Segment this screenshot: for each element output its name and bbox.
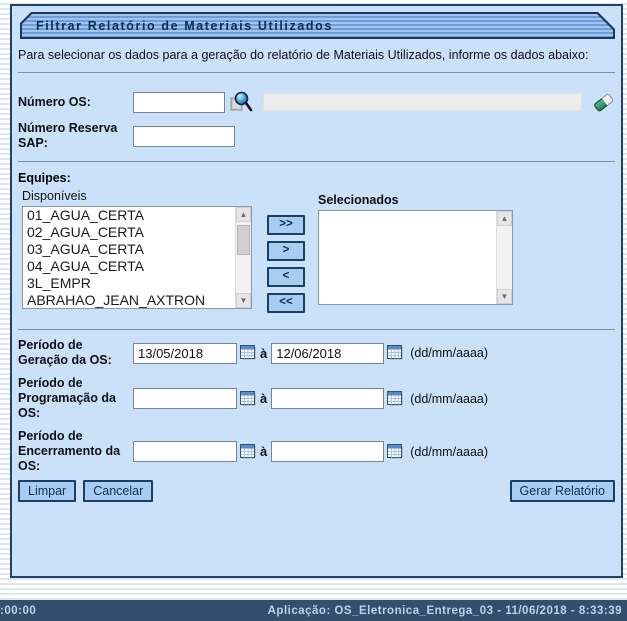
panel-titlebar: Filtrar Relatório de Materiais Utilizado…	[20, 12, 615, 39]
add-all-button[interactable]: >>	[267, 215, 305, 235]
geracao-from-input[interactable]	[133, 342, 237, 364]
range-separator: à	[260, 345, 268, 361]
calendar-icon	[240, 345, 257, 361]
search-icon	[228, 90, 253, 114]
limpar-button[interactable]: Limpar	[18, 480, 77, 502]
scroll-down-icon[interactable]: ▼	[236, 293, 251, 308]
eraser-icon	[592, 91, 615, 114]
programacao-to-calendar-button[interactable]	[387, 390, 404, 407]
separator	[18, 161, 615, 162]
equipes-label: Equipes:	[18, 171, 71, 185]
numero-os-input[interactable]	[133, 91, 225, 113]
range-separator: à	[260, 391, 268, 406]
scrollbar-thumb[interactable]	[237, 225, 250, 255]
scroll-up-icon[interactable]: ▲	[236, 207, 251, 222]
periodo-encerramento-label: Período de Encerramento da OS:	[18, 429, 121, 473]
calendar-icon	[240, 390, 257, 407]
numero-os-row: Número OS:	[16, 90, 617, 114]
encerramento-from-input[interactable]	[133, 441, 237, 462]
selecionados-listbox[interactable]: ▲ ▼	[318, 210, 513, 305]
status-application-info: Aplicação: OS_Eletronica_Entrega_03 - 11…	[267, 604, 622, 617]
selecionados-label: Selecionados	[318, 193, 399, 207]
date-format-hint: (dd/mm/aaaa)	[410, 346, 489, 360]
disponiveis-label: Disponíveis	[22, 189, 87, 203]
transfer-buttons: >> > < <<	[267, 215, 305, 313]
separator	[18, 329, 615, 330]
encerramento-to-calendar-button[interactable]	[387, 443, 404, 460]
date-format-hint: (dd/mm/aaaa)	[410, 444, 489, 459]
titlebar-stripes: Filtrar Relatório de Materiais Utilizado…	[22, 14, 613, 37]
equipes-row: Disponíveis 01_AGUA_CERTA 02_AGUA_CERTA …	[22, 189, 617, 313]
periodo-encerramento-row: Período de Encerramento da OS: à	[18, 429, 617, 474]
filter-panel: Filtrar Relatório de Materiais Utilizado…	[10, 4, 623, 578]
geracao-from-calendar-button[interactable]	[240, 345, 257, 361]
encerramento-to-input[interactable]	[271, 441, 385, 462]
remove-all-button[interactable]: <<	[267, 293, 305, 313]
page-title: Filtrar Relatório de Materiais Utilizado…	[36, 18, 333, 33]
numero-os-description-field	[263, 93, 582, 111]
numero-os-label: Número OS:	[18, 94, 91, 109]
periodo-programacao-label: Período de Programação da OS:	[18, 376, 116, 420]
range-separator: à	[260, 444, 268, 459]
status-bar: :00:00 Aplicação: OS_Eletronica_Entrega_…	[0, 600, 627, 621]
numero-reserva-label: Número Reserva SAP:	[18, 121, 118, 150]
programacao-from-calendar-button[interactable]	[240, 390, 257, 407]
periodo-geracao-label: Período de Geração da OS:	[18, 338, 112, 367]
periodo-programacao-row: Período de Programação da OS: à	[18, 376, 617, 421]
list-item[interactable]: 01_AGUA_CERTA	[27, 207, 144, 223]
scroll-up-icon[interactable]: ▲	[497, 211, 512, 226]
disponiveis-scrollbar[interactable]: ▲ ▼	[235, 207, 251, 308]
calendar-icon	[387, 443, 404, 460]
remove-button[interactable]: <	[267, 267, 305, 287]
selecionados-scrollbar[interactable]: ▲ ▼	[496, 211, 512, 304]
intro-text: Para selecionar os dados para a geração …	[18, 48, 589, 62]
date-format-hint: (dd/mm/aaaa)	[410, 391, 489, 406]
list-item[interactable]: 3L_EMPR	[27, 275, 91, 291]
programacao-to-input[interactable]	[271, 388, 385, 409]
add-button[interactable]: >	[267, 241, 305, 261]
calendar-icon	[240, 443, 257, 460]
list-item[interactable]: ABRAHAO_JEAN_AXTRON	[27, 292, 206, 308]
disponiveis-listbox[interactable]: 01_AGUA_CERTA 02_AGUA_CERTA 03_AGUA_CERT…	[22, 206, 252, 309]
encerramento-from-calendar-button[interactable]	[240, 443, 257, 460]
list-item[interactable]: 04_AGUA_CERTA	[27, 258, 144, 274]
numero-reserva-row: Número Reserva SAP:	[16, 121, 617, 151]
programacao-from-input[interactable]	[133, 388, 237, 409]
geracao-to-input[interactable]	[271, 342, 385, 364]
calendar-icon	[387, 345, 404, 361]
lookup-button[interactable]	[228, 90, 253, 114]
scroll-down-icon[interactable]: ▼	[497, 289, 512, 304]
geracao-to-calendar-button[interactable]	[387, 345, 404, 361]
cancelar-button[interactable]: Cancelar	[83, 480, 154, 502]
list-item[interactable]: 03_AGUA_CERTA	[27, 241, 144, 257]
periodo-geracao-row: Período de Geração da OS: à	[18, 338, 617, 368]
status-timer: :00:00	[0, 604, 37, 617]
numero-reserva-input[interactable]	[133, 125, 235, 147]
separator	[18, 72, 615, 73]
actions-row: Limpar Cancelar Gerar Relatório	[18, 480, 615, 502]
clear-button[interactable]	[592, 91, 615, 114]
gerar-relatorio-button[interactable]: Gerar Relatório	[509, 480, 615, 502]
list-item[interactable]: 02_AGUA_CERTA	[27, 224, 144, 240]
calendar-icon	[387, 390, 404, 407]
